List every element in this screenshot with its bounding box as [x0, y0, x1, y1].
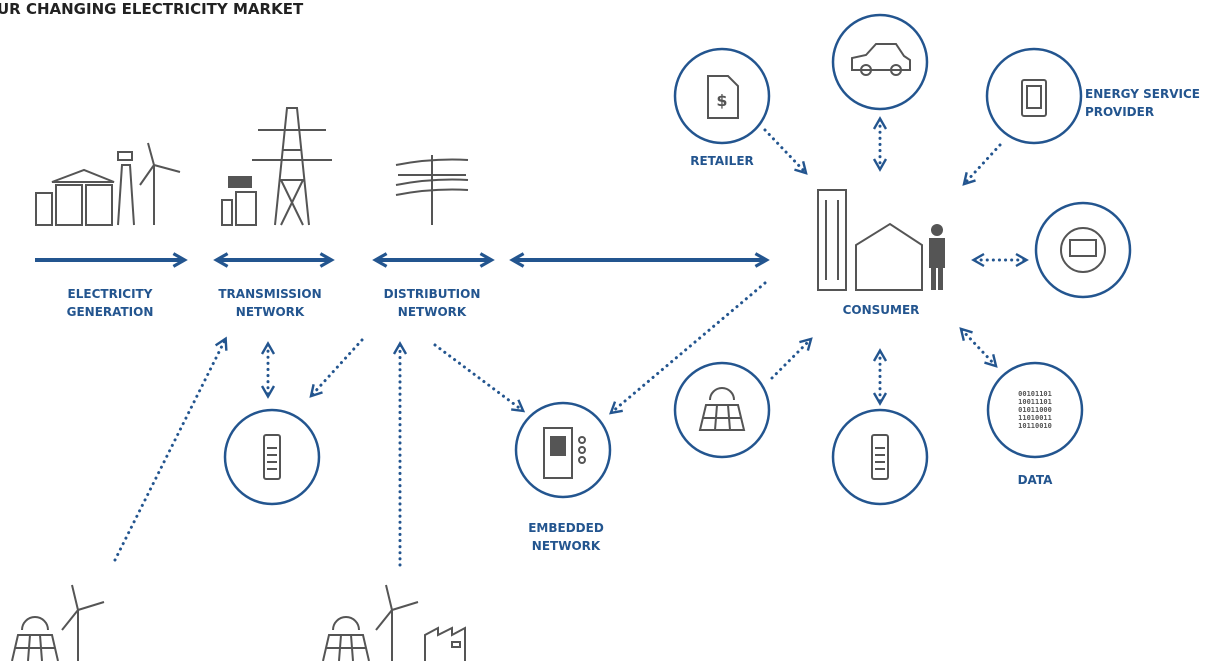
node-label: ENERGY SERVICE	[1085, 87, 1200, 101]
transmission-icon	[222, 108, 332, 225]
node-label: TRANSMISSION	[218, 287, 321, 301]
binary-line: 00101101	[1018, 390, 1052, 398]
binary-text: 00101101 10011101 01011000 11010011 1011…	[1018, 390, 1052, 430]
binary-line: 11010011	[1018, 414, 1052, 422]
diagram: UR CHANGING ELECTRICITY MARKET	[0, 0, 1213, 661]
binary-line: 10110010	[1018, 422, 1052, 430]
node-label: NETWORK	[532, 539, 601, 553]
distribution-icon	[396, 155, 468, 225]
node-label: ELECTRICITY	[68, 287, 153, 301]
binary-line: 10011101	[1018, 398, 1052, 406]
generation-icon	[36, 143, 180, 225]
node-label: DATA	[1018, 473, 1054, 487]
node-label: RETAILER	[690, 154, 754, 168]
node-label: CONSUMER	[843, 303, 920, 317]
title: UR CHANGING ELECTRICITY MARKET	[0, 0, 304, 18]
node-label: DISTRIBUTION	[384, 287, 481, 301]
node-label: PROVIDER	[1085, 105, 1154, 119]
dollar-sign: $	[716, 91, 727, 110]
bottom-icons	[12, 585, 465, 661]
node-label: NETWORK	[236, 305, 305, 319]
consumer-icon	[818, 190, 945, 290]
node-label: NETWORK	[398, 305, 467, 319]
node-label: GENERATION	[67, 305, 154, 319]
node-label: EMBEDDED	[528, 521, 604, 535]
binary-line: 01011000	[1018, 406, 1052, 414]
